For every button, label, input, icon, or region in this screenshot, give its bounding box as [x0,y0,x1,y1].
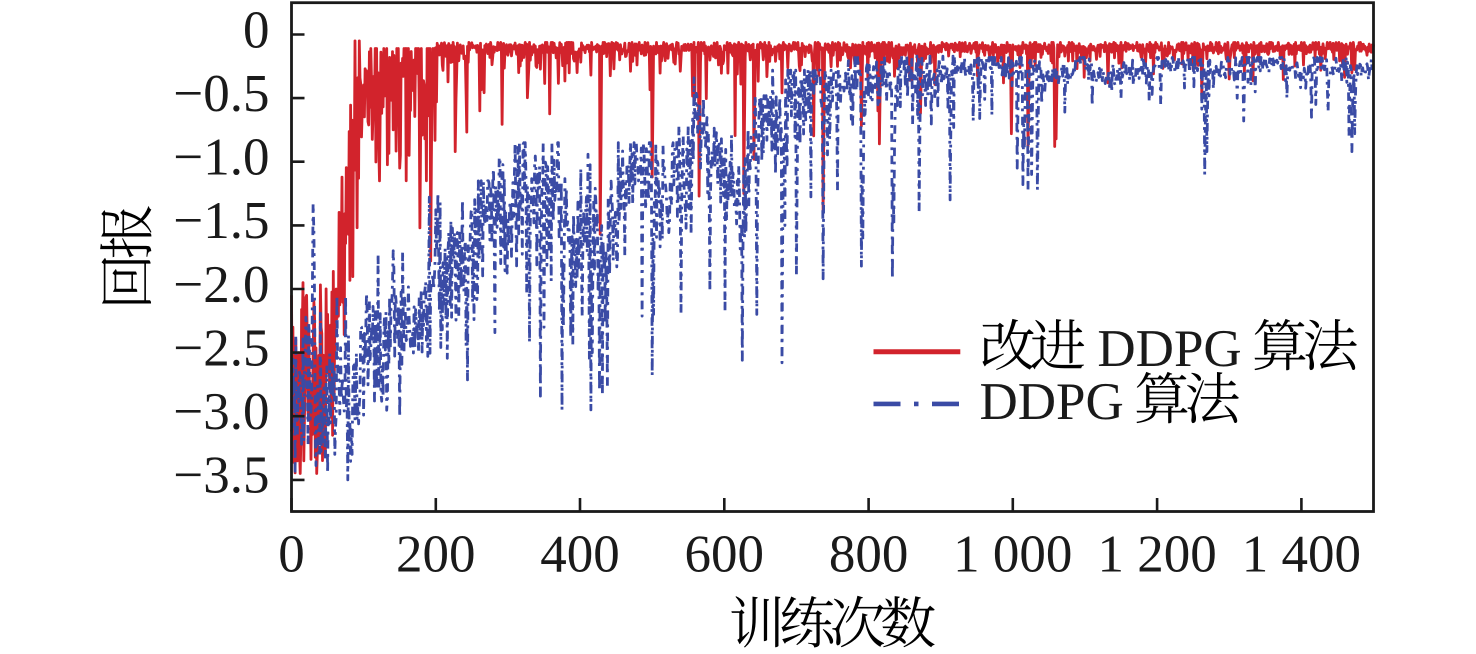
svg-text:400: 400 [540,526,620,584]
svg-text:−1.0: −1.0 [173,129,269,187]
svg-text:0: 0 [278,526,305,584]
svg-text:800: 800 [829,526,909,584]
svg-text:−0.5: −0.5 [173,65,269,123]
svg-text:−1.5: −1.5 [173,192,269,250]
svg-text:1 000: 1 000 [953,526,1072,584]
svg-text:−3.0: −3.0 [173,383,269,441]
svg-text:1 400: 1 400 [1242,526,1361,584]
svg-text:1 200: 1 200 [1097,526,1216,584]
svg-text:DDPG: DDPG [1097,320,1241,378]
svg-text:DDPG: DDPG [980,373,1124,431]
svg-text:600: 600 [685,526,765,584]
svg-text:200: 200 [396,526,476,584]
svg-text:−3.5: −3.5 [173,447,269,505]
svg-text:0: 0 [243,1,270,59]
svg-text:−2.0: −2.0 [173,256,269,314]
svg-text:−2.5: −2.5 [173,319,269,377]
